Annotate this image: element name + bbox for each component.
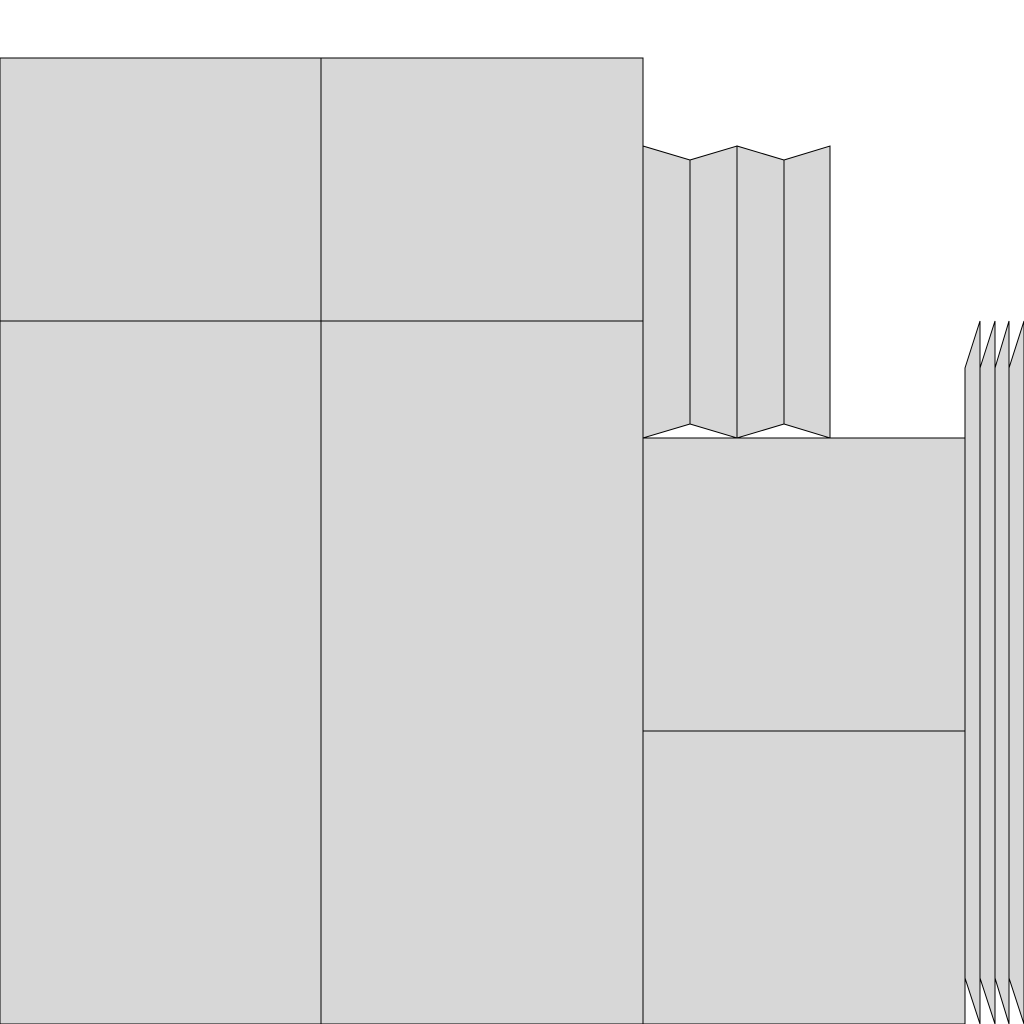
panel-bottom-left [0, 320, 322, 1024]
panel-top-middle [320, 57, 644, 322]
slanted-strip-2 [979, 320, 996, 1024]
slanted-strip-1 [964, 320, 981, 1024]
fold-panel-4 [783, 145, 831, 439]
panel-right-upper [642, 437, 966, 732]
panel-bottom-middle [320, 320, 644, 1024]
slanted-strip-3 [994, 320, 1010, 1024]
slanted-strip-4 [1008, 320, 1024, 1024]
panel-right-lower [642, 730, 966, 1024]
fold-panel-1 [642, 145, 691, 439]
fold-panel-2 [689, 145, 738, 439]
panel-top-left [0, 57, 322, 322]
fold-panel-3 [736, 145, 785, 439]
